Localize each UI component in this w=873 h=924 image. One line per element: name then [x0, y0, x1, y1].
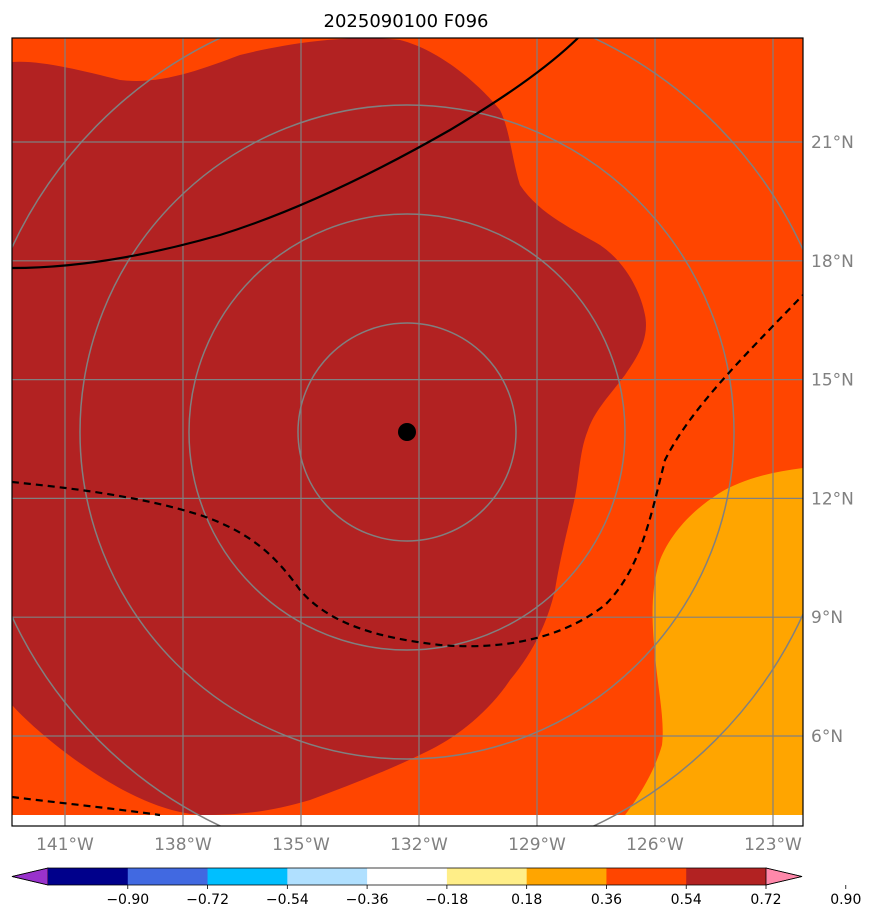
longitude-label: 132°W [390, 835, 448, 855]
range-ring [79, 104, 735, 760]
longitude-label: 123°W [744, 835, 802, 855]
figure-title: 2025090100 F096 [324, 11, 489, 32]
longitude-label: 138°W [154, 835, 212, 855]
colorbar-tick-label: −0.54 [266, 892, 309, 908]
no-data-strip [12, 815, 803, 826]
colorbar-segment [48, 868, 129, 885]
colorbar-tick-label: −0.18 [425, 892, 468, 908]
fill-dark-red [12, 38, 646, 815]
latitude-label: 12°N [811, 489, 854, 509]
map-frame [11, 37, 804, 827]
contour-solid [12, 38, 579, 270]
colorbar-extend-min [11, 867, 49, 886]
colorbar-tick-label: −0.36 [346, 892, 389, 908]
longitude-label: 135°W [272, 835, 330, 855]
latitude-label: 9°N [811, 608, 843, 628]
colorbar-outline [11, 867, 803, 886]
longitude-label: 129°W [508, 835, 566, 855]
colorbar-extend-max [765, 867, 803, 886]
longitude-label: 141°W [36, 835, 94, 855]
colorbar-segment [686, 868, 767, 885]
colorbar-segment [446, 868, 528, 885]
range-rings [12, 38, 803, 826]
longitude-labels: 141°W 138°W 135°W 132°W 129°W 126°W 123°W [36, 835, 802, 855]
colorbar-tick-label: 0.36 [591, 892, 622, 908]
range-ring [188, 213, 626, 651]
colorbar-segment [287, 868, 368, 885]
colorbar-segment [207, 868, 288, 885]
colorbar-tick-label: 0.18 [511, 892, 542, 908]
colorbar-tick-label: −0.72 [186, 892, 229, 908]
storm-center-marker [398, 423, 416, 441]
colorbar-tick-label: 0.54 [671, 892, 702, 908]
colorbar: −0.90 −0.72 −0.54 −0.36 −0.18 0.18 0.36 0.54 0.7… [11, 867, 861, 908]
range-ring [297, 322, 517, 542]
longitude-label: 126°W [626, 835, 684, 855]
colorbar-segment [526, 868, 607, 885]
contour-dashed-south [12, 795, 161, 817]
colorbar-tick-label: −0.90 [106, 892, 149, 908]
gridlines [12, 38, 803, 826]
latitude-label: 18°N [811, 252, 854, 272]
colorbar-tick-label: 0.72 [750, 892, 781, 908]
latitude-label: 6°N [811, 727, 843, 747]
latitude-label: 21°N [811, 133, 854, 153]
colorbar-tick-label: 0.90 [830, 892, 861, 908]
latitude-label: 15°N [811, 371, 854, 391]
colorbar-segment [606, 868, 687, 885]
colorbar-segment [127, 868, 209, 885]
fill-orange [625, 468, 803, 815]
map-panel [12, 38, 803, 826]
latitude-labels: 21°N 18°N 15°N 12°N 9°N 6°N [811, 133, 854, 747]
colorbar-segment [367, 868, 448, 885]
